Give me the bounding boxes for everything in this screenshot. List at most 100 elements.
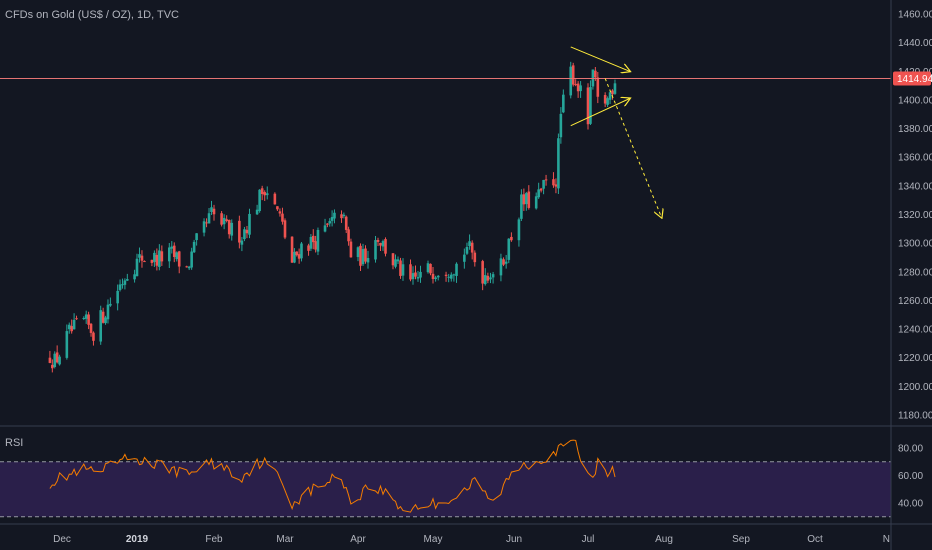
candle-body: [160, 251, 164, 262]
time-tick-label: Aug: [655, 534, 673, 545]
candle-body: [527, 191, 531, 208]
candle-body: [87, 314, 90, 325]
candle-body: [170, 246, 174, 249]
candle-body: [220, 213, 223, 225]
candle-body: [452, 274, 456, 276]
candle-body: [260, 188, 264, 195]
time-tick-label: Jun: [506, 534, 522, 545]
candle-body: [611, 90, 614, 95]
candle-body: [517, 219, 521, 241]
candle-body: [175, 252, 179, 260]
candle-body: [359, 245, 362, 266]
candle-body: [436, 275, 440, 278]
candle-body: [356, 247, 360, 258]
rsi-axis[interactable]: 80.00 60.00 40.00: [898, 444, 923, 510]
candle-body: [172, 245, 176, 257]
candle-body: [192, 241, 196, 253]
candle-body: [230, 222, 234, 236]
candle-body: [116, 290, 119, 304]
candle-body: [426, 263, 430, 273]
candle-body: [187, 266, 191, 269]
candle-body: [396, 259, 400, 262]
candle-body: [534, 196, 538, 209]
rsi-line: [49, 439, 616, 513]
candle-body: [70, 326, 73, 332]
candle-body: [391, 253, 395, 266]
candle-body: [248, 213, 251, 235]
time-axis[interactable]: Dec 2019 Feb Mar Apr May Jun Jul Aug Sep Oct N: [53, 534, 890, 545]
candle-body: [463, 254, 466, 262]
time-tick-label: Apr: [350, 534, 366, 545]
rsi-tick-label: 60.00: [898, 471, 923, 482]
annotation-arrow[interactable]: [570, 46, 630, 71]
candle-body: [574, 84, 577, 86]
time-tick-label: Oct: [807, 534, 823, 545]
candle-body: [109, 303, 112, 306]
price-axis[interactable]: 1180.00 1200.00 1220.00 1240.00 1260.00 1280.…: [898, 10, 932, 422]
candle-body: [323, 225, 327, 232]
time-tick-label: Dec: [53, 534, 71, 545]
candle-body: [140, 255, 144, 261]
candle-body: [48, 357, 52, 363]
candle-body: [278, 211, 282, 214]
candle-body: [263, 192, 267, 196]
candle-body: [544, 179, 548, 181]
candle-body: [361, 249, 365, 265]
candle-body: [104, 317, 107, 324]
candle-body: [409, 264, 412, 280]
candle-body: [101, 311, 105, 323]
chart-title[interactable]: CFDs on Gold (US$ / OZ), 1D, TVC: [5, 9, 179, 21]
candle-body: [265, 193, 269, 196]
candle-body: [510, 236, 513, 241]
price-tick-label: 1180.00: [898, 411, 932, 422]
candle-body: [525, 193, 528, 205]
rsi-label[interactable]: RSI: [5, 437, 23, 449]
candle-body: [419, 271, 422, 278]
candle-body: [72, 319, 76, 330]
rsi-tick-label: 80.00: [898, 444, 923, 455]
candle-body: [376, 239, 380, 242]
candle-body: [444, 274, 448, 276]
candle-body: [394, 259, 397, 267]
price-tick-label: 1200.00: [898, 382, 932, 393]
price-tick-label: 1280.00: [898, 267, 932, 278]
candle-body: [381, 241, 385, 247]
candle-body: [449, 274, 453, 279]
price-tick-label: 1360.00: [898, 153, 932, 164]
drawing-layer[interactable]: [570, 46, 662, 217]
candle-body: [240, 240, 244, 245]
candle-body: [123, 280, 127, 285]
candle-body: [414, 272, 417, 277]
rsi-pane[interactable]: [0, 439, 891, 518]
price-pane[interactable]: [0, 61, 891, 373]
candle-body: [522, 194, 526, 205]
candle-body: [554, 184, 558, 187]
price-tick-label: 1240.00: [898, 325, 932, 336]
rsi-tick-label: 40.00: [898, 499, 923, 510]
candle-body: [326, 223, 329, 225]
candle-body: [258, 189, 261, 211]
candle-body: [328, 221, 332, 224]
time-tick-label: May: [424, 534, 443, 545]
candle-body: [434, 277, 437, 280]
candle-body: [155, 254, 159, 266]
candle-body: [255, 209, 259, 215]
candle-body: [579, 85, 582, 92]
candle-body: [576, 83, 580, 92]
annotation-arrow[interactable]: [604, 78, 661, 217]
price-tick-label: 1320.00: [898, 210, 932, 221]
candle-body: [126, 279, 129, 281]
candle-body: [212, 208, 216, 215]
candle-body: [455, 263, 458, 276]
candle-body: [138, 254, 141, 258]
last-price-label: 1414.94: [897, 74, 932, 85]
time-tick-label: Sep: [732, 534, 750, 545]
candle-body: [307, 245, 310, 251]
annotation-arrow[interactable]: [570, 98, 630, 127]
candle-body: [342, 214, 346, 217]
candle-body: [227, 219, 231, 235]
candle-body: [491, 274, 495, 278]
candle-body: [596, 77, 600, 97]
candle-body: [333, 212, 336, 219]
